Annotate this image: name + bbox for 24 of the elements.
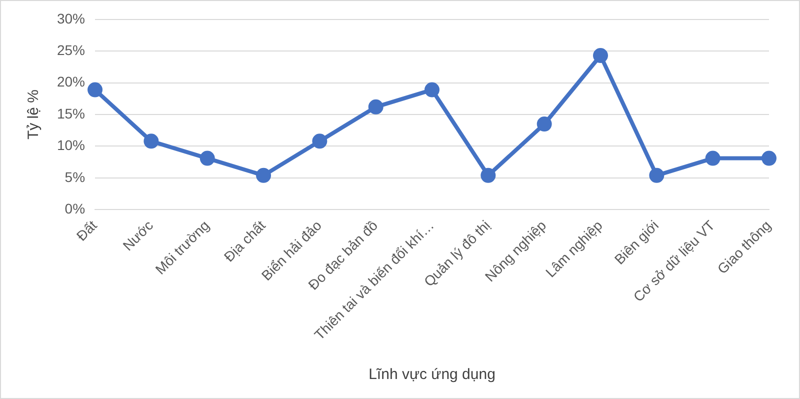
point <box>256 168 272 183</box>
x-tick-label: Địa chất <box>220 217 268 265</box>
y-tick-label: 5% <box>64 168 86 185</box>
point <box>480 168 496 183</box>
point <box>424 82 440 98</box>
y-tick-label: 25% <box>56 42 86 58</box>
point <box>368 99 384 114</box>
point <box>144 134 159 149</box>
x-axis-title: Lĩnh vực ứng dụng <box>368 366 496 384</box>
point <box>593 48 608 64</box>
point <box>762 150 776 166</box>
point <box>705 150 720 166</box>
point <box>88 82 103 98</box>
y-tick-label: 20% <box>56 74 86 90</box>
point <box>536 116 552 132</box>
y-axis-title: Tỷ lệ % <box>25 90 42 140</box>
y-tick-label: 30% <box>56 10 86 26</box>
point <box>312 134 328 149</box>
y-tick-label: 10% <box>56 137 86 154</box>
point <box>200 150 215 166</box>
y-tick-label: 0% <box>64 200 86 217</box>
y-tick-label: 15% <box>56 105 86 122</box>
point <box>649 168 664 183</box>
x-tick-label: Đất <box>73 217 100 244</box>
